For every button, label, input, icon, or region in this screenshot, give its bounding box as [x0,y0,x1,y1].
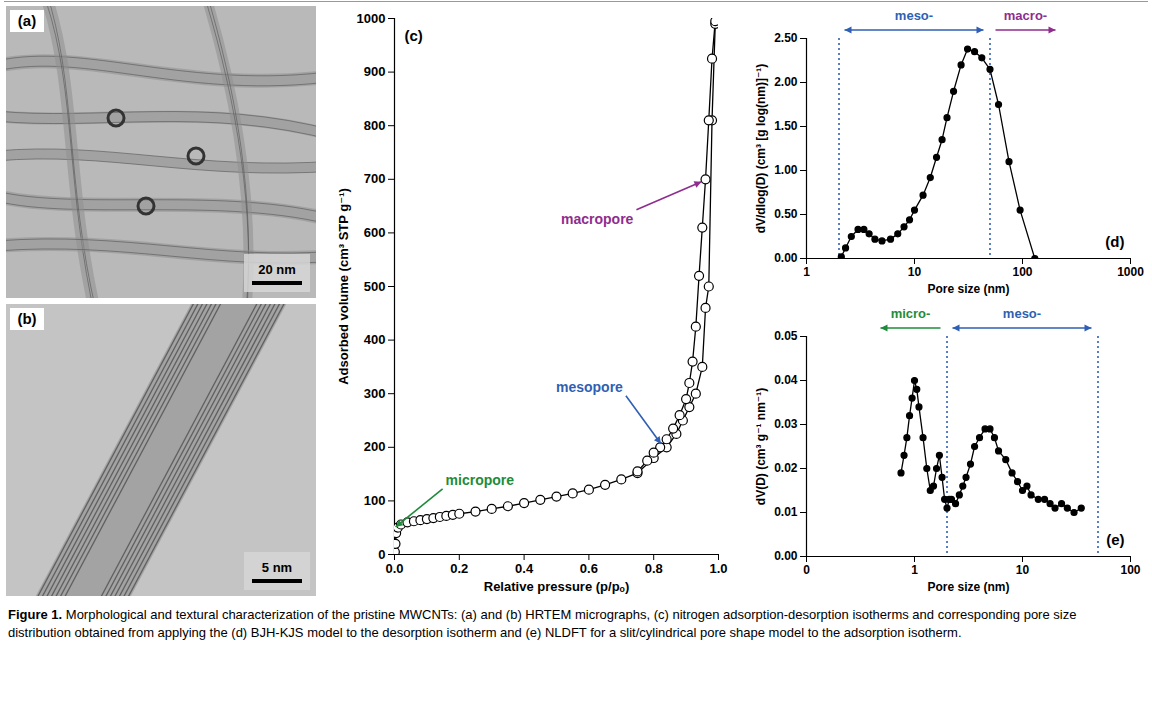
svg-text:5 nm: 5 nm [262,560,292,575]
svg-text:200: 200 [364,439,386,454]
svg-text:20 nm: 20 nm [258,262,296,277]
svg-text:10: 10 [908,265,922,279]
svg-text:100: 100 [1012,265,1032,279]
svg-text:(e): (e) [1106,531,1124,548]
svg-text:100: 100 [1120,563,1140,577]
svg-text:1: 1 [911,563,918,577]
svg-text:400: 400 [364,332,386,347]
svg-text:macropore: macropore [561,211,634,227]
svg-text:0.0: 0.0 [385,561,403,576]
svg-text:1000: 1000 [357,11,386,26]
svg-text:0.01: 0.01 [774,505,798,519]
svg-text:1.50: 1.50 [774,119,798,133]
svg-text:mesopore: mesopore [556,379,623,395]
svg-text:dV(D) (cm³ g⁻¹ nm⁻¹): dV(D) (cm³ g⁻¹ nm⁻¹) [754,388,768,505]
svg-text:300: 300 [364,386,386,401]
svg-text:macro-: macro- [1004,8,1047,23]
svg-text:micropore: micropore [446,472,515,488]
svg-text:1.0: 1.0 [709,561,727,576]
svg-text:800: 800 [364,118,386,133]
svg-text:(c): (c) [405,27,423,44]
html-text:Figure 1. Morphological and te: Figure 1. Morphological and textural cha… [8,607,1077,640]
svg-text:1.00: 1.00 [774,163,798,177]
svg-text:Pore size (nm): Pore size (nm) [927,282,1009,296]
svg-text:0.00: 0.00 [774,251,798,265]
svg-text:0.50: 0.50 [774,207,798,221]
svg-text:0.00: 0.00 [774,549,798,563]
svg-text:(b): (b) [17,310,36,327]
svg-text:Pore size (nm): Pore size (nm) [927,580,1009,594]
svg-text:0.8: 0.8 [645,561,663,576]
svg-text:10: 10 [1016,563,1030,577]
svg-text:dV/dlog(D) (cm³ [g log(nm)]⁻¹): dV/dlog(D) (cm³ [g log(nm)]⁻¹) [754,64,768,234]
svg-text:Relative pressure (p/pₒ): Relative pressure (p/pₒ) [484,579,630,594]
svg-text:600: 600 [364,225,386,240]
svg-text:0.4: 0.4 [515,561,534,576]
svg-text:100: 100 [364,493,386,508]
svg-text:0.2: 0.2 [450,561,468,576]
svg-text:1: 1 [803,265,810,279]
svg-text:(a): (a) [18,12,36,29]
svg-text:700: 700 [364,171,386,186]
svg-text:0.02: 0.02 [774,461,798,475]
svg-text:500: 500 [364,279,386,294]
svg-text:(d): (d) [1105,233,1124,250]
svg-text:900: 900 [364,64,386,79]
svg-text:1000: 1000 [1117,265,1144,279]
svg-text:0.04: 0.04 [774,373,798,387]
svg-text:2.00: 2.00 [774,75,798,89]
svg-text:micro-: micro- [891,306,931,321]
svg-text:0: 0 [378,547,385,562]
svg-text:0.05: 0.05 [774,329,798,343]
svg-text:2.50: 2.50 [774,31,798,45]
svg-text:0: 0 [803,563,810,577]
svg-text:0.03: 0.03 [774,417,798,431]
svg-text:meso-: meso- [895,8,933,23]
svg-text:0.6: 0.6 [580,561,598,576]
svg-text:meso-: meso- [1003,306,1041,321]
svg-text:Adsorbed volume (cm³ STP g⁻¹): Adsorbed volume (cm³ STP g⁻¹) [336,188,351,385]
